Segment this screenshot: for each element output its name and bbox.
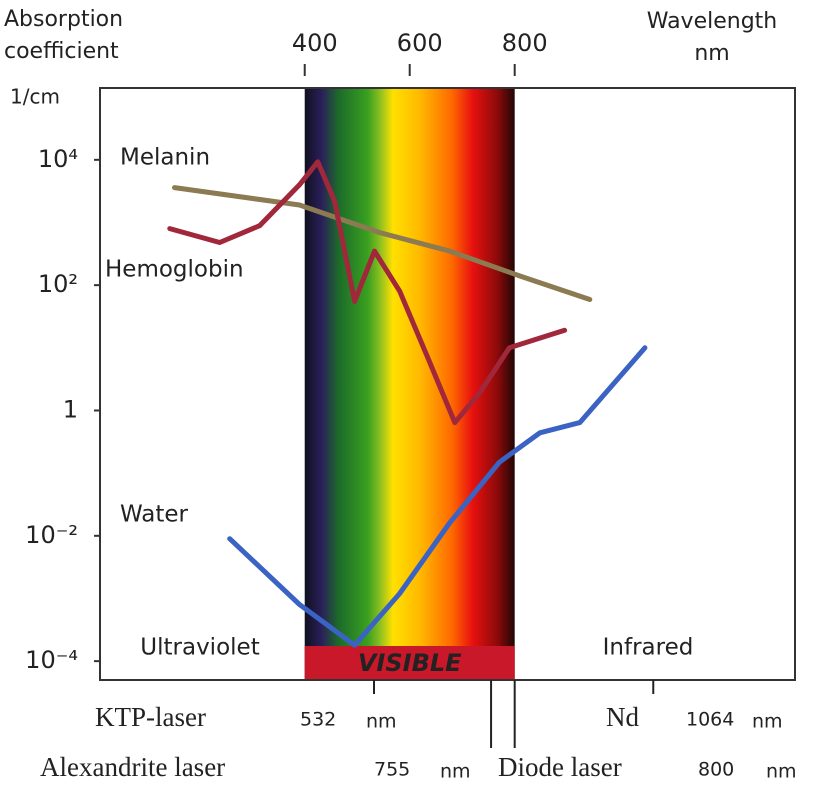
x-tick-label: 800: [502, 29, 548, 57]
y-tick-label: 10⁻⁴: [25, 646, 78, 674]
region-label: VISIBLE: [358, 649, 462, 677]
region-label: Infrared: [603, 635, 694, 661]
x-tick-label: 400: [292, 29, 338, 57]
laser-name: Diode laser: [498, 752, 622, 782]
laser-unit: nm: [752, 711, 783, 733]
laser-wavelength: 755: [374, 759, 410, 781]
y-tick-label: 1: [63, 395, 78, 423]
y-axis-label: Absorption: [4, 7, 123, 32]
series-label: Melanin: [120, 145, 210, 171]
y-axis-label: coefficient: [4, 39, 119, 64]
laser-unit: nm: [440, 761, 471, 783]
y-tick-label: 10⁴: [38, 145, 78, 173]
region-label: Ultraviolet: [140, 635, 259, 661]
x-tick-label: 600: [397, 29, 443, 57]
laser-name: Nd: [606, 702, 639, 732]
laser-wavelength: 1064: [686, 709, 734, 731]
chart: Absorption coefficient 1/cm Wavelength n…: [0, 0, 816, 792]
laser-unit: nm: [366, 711, 397, 733]
x-axis-label: Wavelength: [647, 9, 778, 34]
x-axis-unit: nm: [694, 41, 729, 66]
laser-unit: nm: [766, 761, 797, 783]
laser-wavelength: 800: [698, 759, 734, 781]
y-tick-label: 10⁻²: [25, 521, 78, 549]
y-axis-unit: 1/cm: [10, 85, 60, 109]
series-label: Water: [120, 502, 189, 528]
laser-wavelength: 532: [300, 709, 336, 731]
laser-name: Alexandrite laser: [40, 752, 225, 782]
series-label: Hemoglobin: [105, 257, 244, 283]
laser-name: KTP-laser: [95, 702, 206, 732]
y-tick-label: 10²: [38, 270, 78, 298]
